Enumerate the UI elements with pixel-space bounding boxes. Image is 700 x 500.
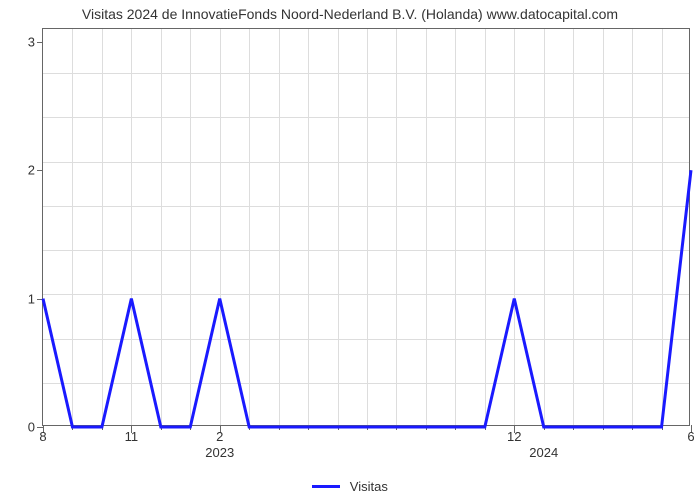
y-tick-label: 3 — [28, 34, 35, 49]
x-tick-label: 8 — [39, 429, 46, 444]
legend-swatch — [312, 485, 340, 488]
x-tick-label: 12 — [507, 429, 521, 444]
y-tick-label: 1 — [28, 291, 35, 306]
chart-title: Visitas 2024 de InnovatieFonds Noord-Ned… — [0, 6, 700, 22]
y-tick-label: 0 — [28, 420, 35, 435]
x-year-label: 2023 — [205, 445, 234, 460]
x-tick-label: 6 — [687, 429, 694, 444]
plot-area: 0123811212620232024 — [42, 28, 690, 426]
y-tick-label: 2 — [28, 163, 35, 178]
series-line — [43, 29, 691, 427]
x-tick-label: 11 — [125, 429, 139, 444]
legend-label: Visitas — [350, 479, 388, 494]
x-year-label: 2024 — [529, 445, 558, 460]
legend: Visitas — [0, 478, 700, 494]
x-tick-label: 2 — [216, 429, 223, 444]
